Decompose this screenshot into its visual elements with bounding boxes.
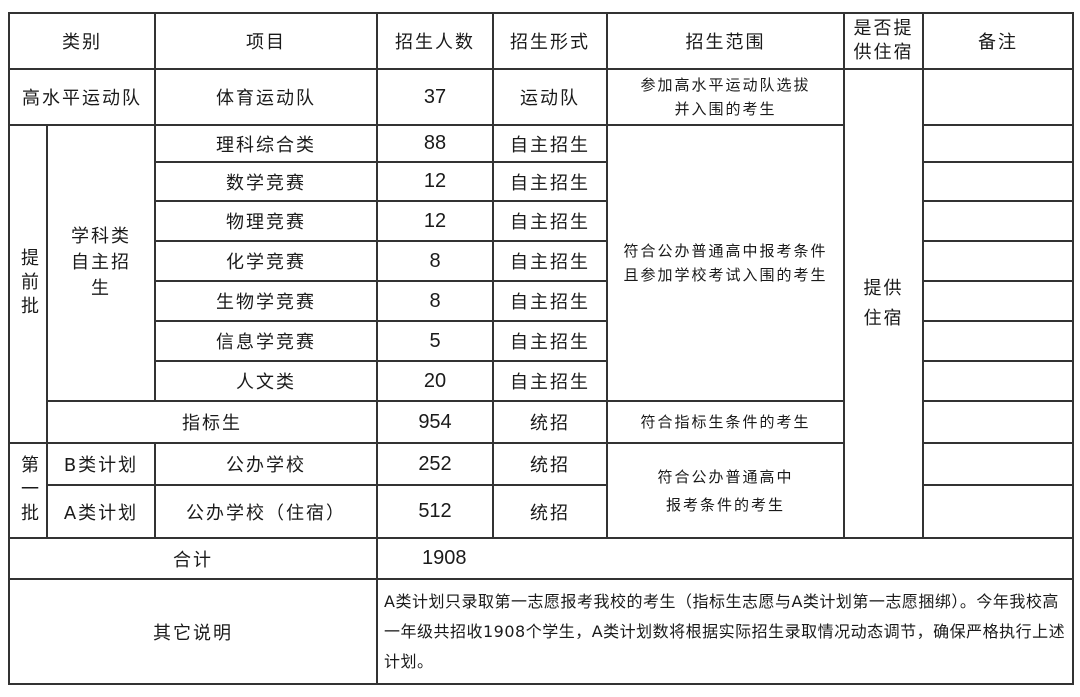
plan-cell: B类计划 xyxy=(46,442,156,486)
header-count: 招生人数 xyxy=(376,12,494,70)
item-cell: 公办学校（住宿） xyxy=(154,484,378,539)
scope-cell: 符合公办普通高中报考条件的考生 xyxy=(606,442,845,539)
header-category: 类别 xyxy=(8,12,156,70)
item-cell: 生物学竞赛 xyxy=(154,280,378,322)
header-form: 招生形式 xyxy=(492,12,608,70)
header-lodging: 是否提供住宿 xyxy=(843,12,924,70)
item-cell: 理科综合类 xyxy=(154,124,378,163)
form-cell: 自主招生 xyxy=(492,360,608,402)
table-row: 第一批 B类计划 公办学校 252 统招 符合公办普通高中报考条件的考生 xyxy=(8,442,1074,539)
count-cell: 88 xyxy=(376,124,494,163)
count-cell: 12 xyxy=(376,161,494,202)
item-cell: 化学竞赛 xyxy=(154,240,378,282)
notes-row: 其它说明 A类计划只录取第一志愿报考我校的考生（指标生志愿与A类计划第一志愿捆绑… xyxy=(8,578,1074,685)
count-cell: 954 xyxy=(376,400,494,444)
scope-cell: 参加高水平运动队选拔并入围的考生 xyxy=(606,68,845,126)
header-item: 项目 xyxy=(154,12,378,70)
total-value: 1908 xyxy=(376,537,1074,580)
item-cell: 公办学校 xyxy=(154,442,378,486)
notes-label: 其它说明 xyxy=(8,578,378,685)
remarks-cell xyxy=(922,124,1074,163)
form-cell: 统招 xyxy=(492,442,608,486)
item-cell: 体育运动队 xyxy=(154,68,378,126)
remarks-cell xyxy=(922,200,1074,242)
item-cell: 信息学竞赛 xyxy=(154,320,378,362)
count-cell: 512 xyxy=(376,484,494,539)
form-cell: 运动队 xyxy=(492,68,608,126)
item-cell: 指标生 xyxy=(46,400,378,444)
table-row: 高水平运动队 体育运动队 37 运动队 参加高水平运动队选拔并入围的考生 提供住… xyxy=(8,68,1074,539)
table-row: 提前批 学科类自主招生 理科综合类 88 自主招生 符合公办普通高中报考条件且参… xyxy=(8,124,1074,444)
scope-cell: 符合指标生条件的考生 xyxy=(606,400,845,444)
count-cell: 8 xyxy=(376,240,494,282)
remarks-cell xyxy=(922,161,1074,202)
table-row: 化学竞赛 8 自主招生 xyxy=(9,240,1074,282)
early-batch-label: 提前批 xyxy=(8,124,48,444)
count-cell: 12 xyxy=(376,200,494,242)
count-cell: 20 xyxy=(376,360,494,402)
count-cell: 37 xyxy=(376,68,494,126)
remarks-cell xyxy=(922,280,1074,322)
form-cell: 统招 xyxy=(492,484,608,539)
remarks-cell xyxy=(922,68,1074,126)
first-batch-label: 第一批 xyxy=(8,442,48,539)
category-cell: 高水平运动队 xyxy=(8,68,156,126)
enrollment-plan-table: 类别 项目 招生人数 招生形式 招生范围 是否提供住宿 备注 高水平运动队 体育… xyxy=(8,12,1074,685)
form-cell: 自主招生 xyxy=(492,240,608,282)
table-row: 物理竞赛 12 自主招生 xyxy=(9,200,1074,242)
remarks-cell xyxy=(922,400,1074,444)
count-cell: 8 xyxy=(376,280,494,322)
table-row: A类计划 公办学校（住宿） 512 统招 xyxy=(9,484,1074,539)
header-scope: 招生范围 xyxy=(606,12,845,70)
subject-group-label: 学科类自主招生 xyxy=(46,124,156,402)
remarks-cell xyxy=(922,360,1074,402)
form-cell: 自主招生 xyxy=(492,124,608,163)
count-cell: 5 xyxy=(376,320,494,362)
form-cell: 自主招生 xyxy=(492,200,608,242)
total-row: 合计 1908 xyxy=(8,537,1074,580)
header-remarks: 备注 xyxy=(922,12,1074,70)
table-row: 数学竞赛 12 自主招生 xyxy=(9,161,1074,202)
form-cell: 自主招生 xyxy=(492,320,608,362)
plan-cell: A类计划 xyxy=(46,484,156,539)
lodging-cell: 提供住宿 xyxy=(843,68,924,539)
notes-text: A类计划只录取第一志愿报考我校的考生（指标生志愿与A类计划第一志愿捆绑）。今年我… xyxy=(376,578,1074,685)
scope-cell: 符合公办普通高中报考条件且参加学校考试入围的考生 xyxy=(606,124,845,402)
table-row: 人文类 20 自主招生 xyxy=(9,360,1074,402)
total-label: 合计 xyxy=(8,537,378,580)
table-row: 指标生 954 统招 符合指标生条件的考生 xyxy=(9,400,1074,444)
form-cell: 自主招生 xyxy=(492,161,608,202)
remarks-cell xyxy=(922,484,1074,539)
item-cell: 物理竞赛 xyxy=(154,200,378,242)
remarks-cell xyxy=(922,240,1074,282)
remarks-cell xyxy=(922,442,1074,486)
form-cell: 自主招生 xyxy=(492,280,608,322)
item-cell: 数学竞赛 xyxy=(154,161,378,202)
header-row: 类别 项目 招生人数 招生形式 招生范围 是否提供住宿 备注 xyxy=(8,12,1074,70)
table-row: 信息学竞赛 5 自主招生 xyxy=(9,320,1074,362)
item-cell: 人文类 xyxy=(154,360,378,402)
table-row: 生物学竞赛 8 自主招生 xyxy=(9,280,1074,322)
form-cell: 统招 xyxy=(492,400,608,444)
count-cell: 252 xyxy=(376,442,494,486)
remarks-cell xyxy=(922,320,1074,362)
